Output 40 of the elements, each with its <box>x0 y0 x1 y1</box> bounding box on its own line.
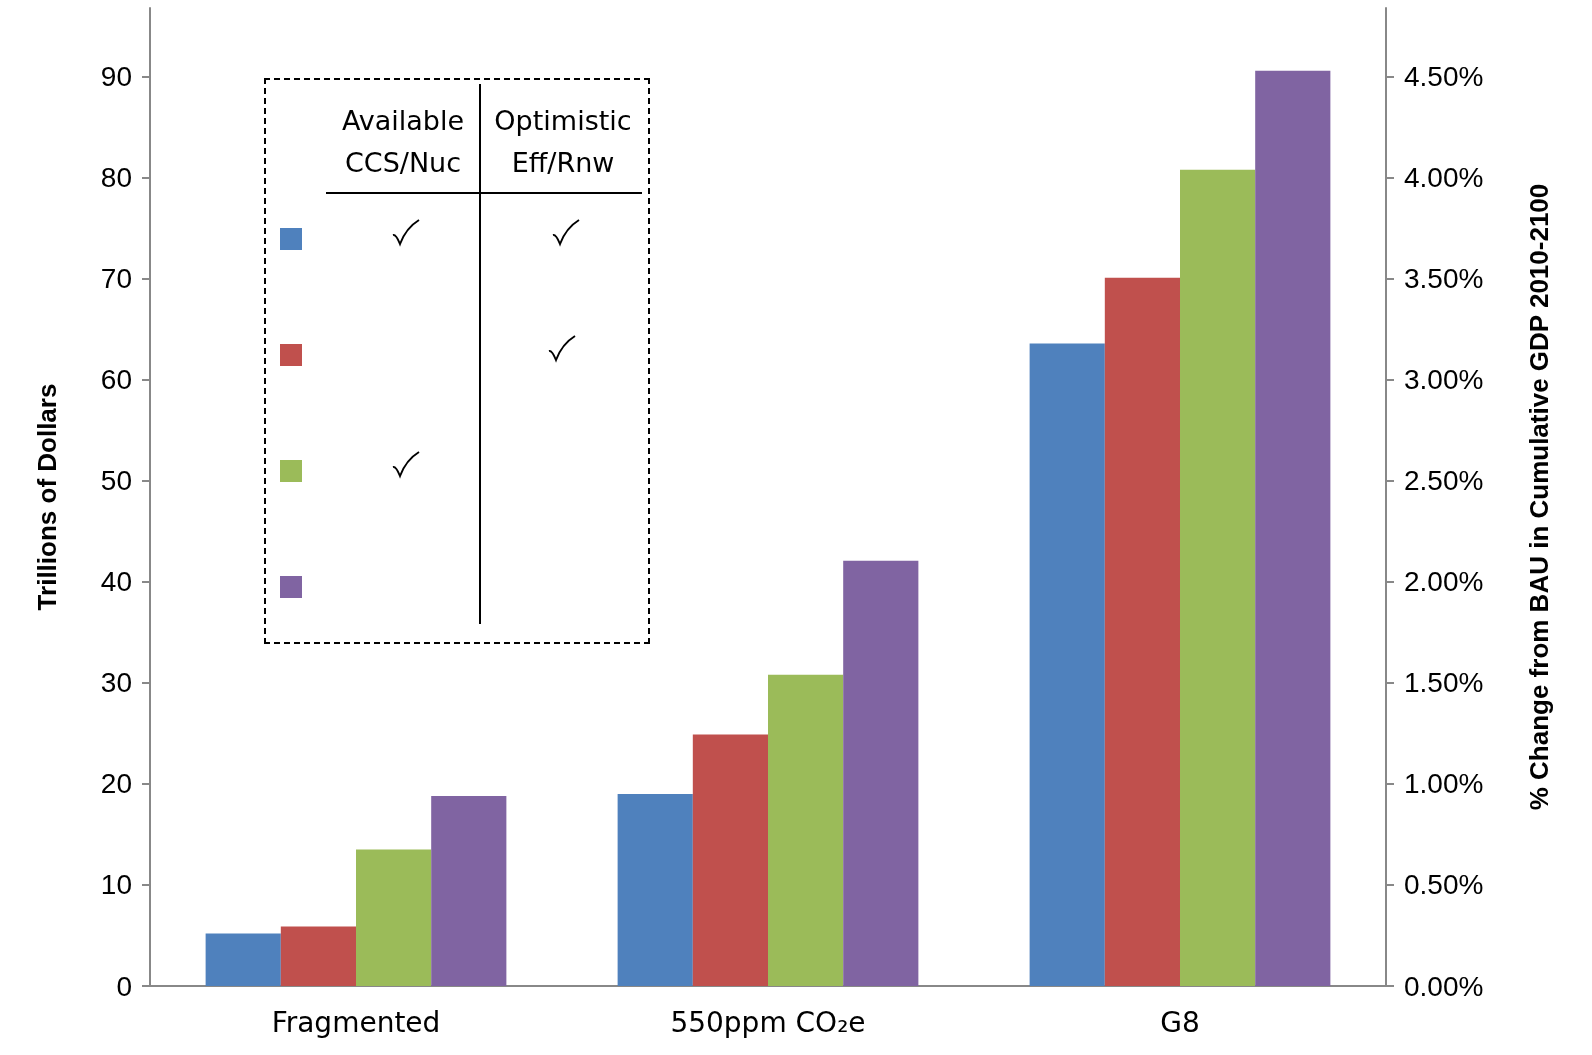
bar <box>280 926 356 986</box>
y-tick-label: 80 <box>100 162 132 194</box>
bar <box>617 794 693 986</box>
y2-tick-label: 0.50% <box>1404 869 1484 901</box>
y-axis-title: Trillions of Dollars <box>32 383 62 611</box>
bar <box>692 734 768 986</box>
bar <box>205 933 281 986</box>
bar <box>431 796 507 986</box>
x-tick-label: G8 <box>1160 1005 1200 1039</box>
bar <box>356 849 432 986</box>
y-tick-label: 0 <box>116 970 132 1002</box>
y2-tick-label: 3.00% <box>1404 364 1484 396</box>
y-tick-label: 90 <box>100 61 132 93</box>
y2-tick-label: 3.50% <box>1404 263 1484 295</box>
bar <box>843 560 919 986</box>
y2-tick-label: 1.50% <box>1404 667 1484 699</box>
bar <box>1029 343 1105 986</box>
dashed-frame: Available CCS/Nuc Optimistic Eff/Rnw <box>264 78 650 644</box>
y2-tick-label: 1.00% <box>1404 768 1484 800</box>
y-tick-label: 30 <box>100 667 132 699</box>
y2-tick-label: 0.00% <box>1404 970 1484 1002</box>
x-tick-label: Fragmented <box>271 1005 441 1039</box>
y-tick-label: 10 <box>100 869 132 901</box>
annotation: Available CCS/Nuc <box>340 104 466 180</box>
bar <box>1104 277 1180 986</box>
bar <box>1255 70 1331 986</box>
y-tick-label: 40 <box>100 566 132 598</box>
bar <box>1180 169 1256 986</box>
y-tick-label: 60 <box>100 364 132 396</box>
y2-tick-label: 4.50% <box>1404 61 1484 93</box>
y2-tick-label: 2.50% <box>1404 465 1484 497</box>
annotation: Optimistic Eff/Rnw <box>493 104 633 180</box>
y-tick-label: 50 <box>100 465 132 497</box>
y2-tick-label: 2.00% <box>1404 566 1484 598</box>
y2-axis-title: % Change from BAU in Cumulative GDP 2010-2100 <box>1524 183 1554 811</box>
y2-tick-label: 4.00% <box>1404 162 1484 194</box>
bar <box>768 674 844 986</box>
x-tick-label: 550ppm CO₂e <box>670 1005 866 1039</box>
y-tick-label: 70 <box>100 263 132 295</box>
y-tick-label: 20 <box>100 768 132 800</box>
